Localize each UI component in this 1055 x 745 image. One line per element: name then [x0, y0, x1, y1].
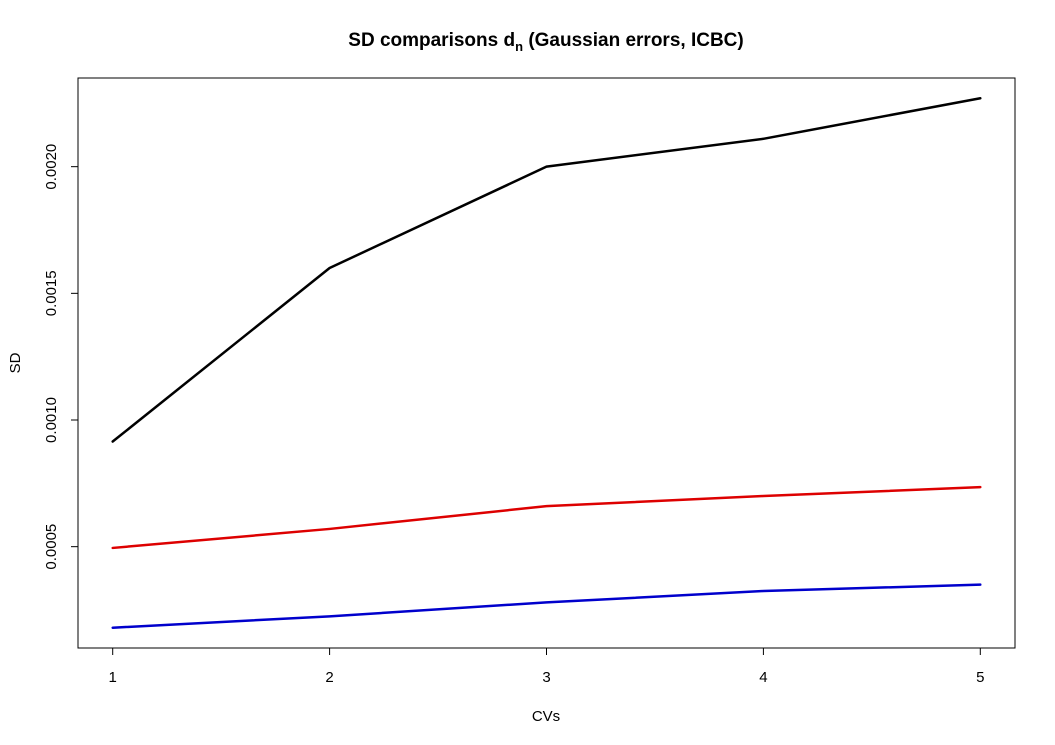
x-axis-label: CVs: [532, 708, 560, 725]
chart-title-subscript: n: [515, 39, 523, 54]
chart-title-suffix: (Gaussian errors, ICBC): [523, 30, 744, 51]
x-tick-label: 5: [976, 669, 984, 686]
x-tick-label: 2: [325, 669, 333, 686]
x-axis: 1 2 3 4 5: [109, 647, 984, 686]
y-tick-label: 0.0015: [43, 270, 60, 316]
series-line-1: [111, 97, 982, 443]
chart-title-main: SD comparisons d: [348, 30, 515, 51]
chart-title: SD comparisons dn (Gaussian errors, ICBC…: [348, 30, 743, 54]
x-tick-label: 4: [759, 669, 767, 686]
y-axis-label: SD: [7, 352, 24, 373]
series-layer: [111, 97, 982, 629]
series-line-2: [111, 485, 982, 550]
y-tick-label: 0.0020: [43, 144, 60, 190]
y-tick-label: 0.0010: [43, 397, 60, 443]
series-line-3: [111, 583, 982, 629]
y-axis: 0.0005 0.0010 0.0015 0.0020: [43, 144, 79, 570]
y-tick-label: 0.0005: [43, 524, 60, 570]
plot-area-frame: [77, 77, 1016, 649]
x-tick-label: 1: [109, 669, 117, 686]
x-tick-label: 3: [542, 669, 550, 686]
